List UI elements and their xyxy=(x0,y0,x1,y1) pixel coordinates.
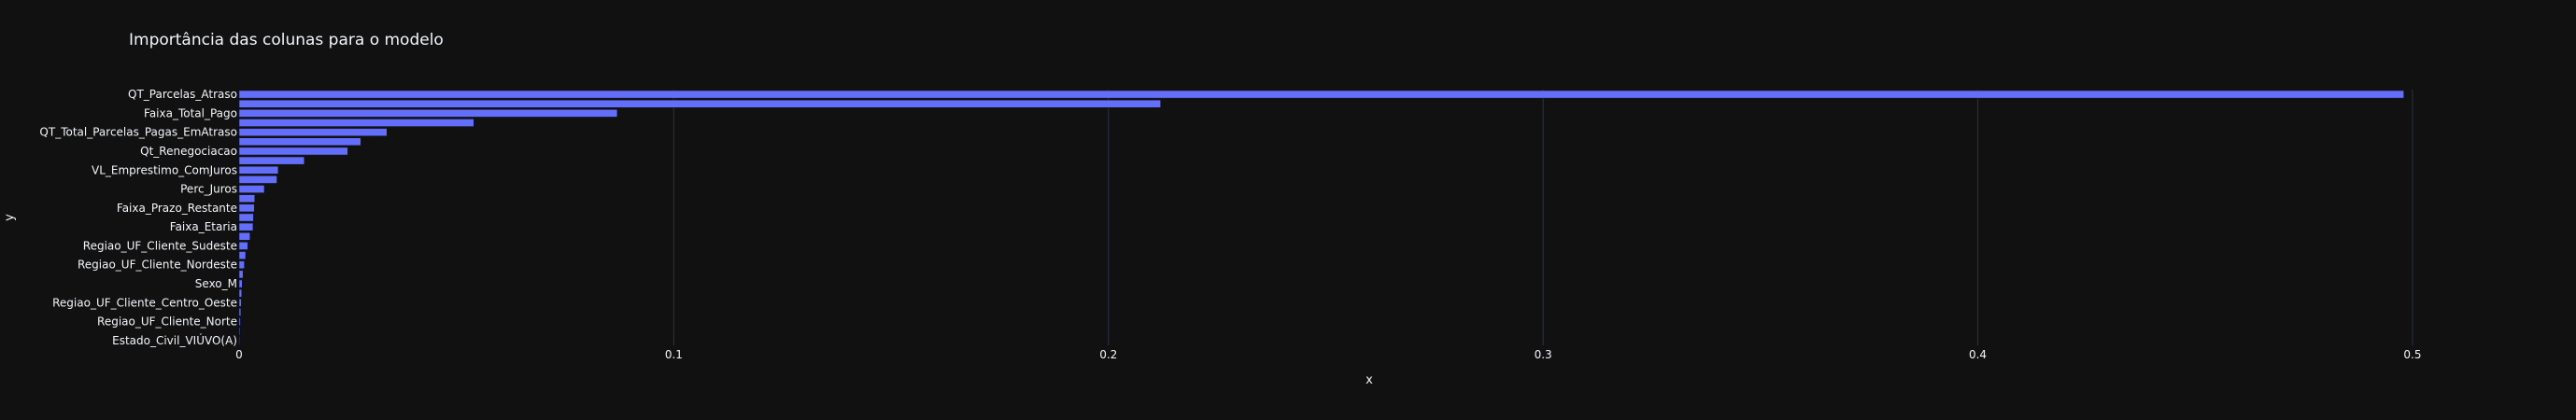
bar xyxy=(238,109,618,118)
bar xyxy=(238,270,244,279)
x-tick-label: 0.5 xyxy=(2403,348,2421,361)
y-tick-label: Regiao_UF_Cliente_Sudeste xyxy=(83,239,237,252)
y-tick-label: Perc_Juros xyxy=(180,183,237,196)
bar xyxy=(238,137,361,147)
bar xyxy=(238,231,250,241)
y-axis-title: y xyxy=(3,214,17,221)
bar xyxy=(238,156,305,165)
y-tick-label: Sexo_M xyxy=(195,277,237,290)
y-tick-label: VL_Emprestimo_ComJuros xyxy=(92,163,237,176)
bar xyxy=(238,175,277,184)
bar xyxy=(238,128,388,136)
bar xyxy=(238,165,279,175)
bar xyxy=(238,213,254,222)
x-tick-labels: 0 0.1 0.2 0.3 0.4 0.5 xyxy=(235,348,2421,361)
y-tick-label: QT_Total_Parcelas_Pagas_EmAtraso xyxy=(39,126,237,139)
y-tick-label: Regiao_UF_Cliente_Centro_Oeste xyxy=(52,296,237,309)
grid-lines xyxy=(672,90,2413,345)
y-tick-label: Faixa_Prazo_Restante xyxy=(117,202,237,215)
x-axis-title: x xyxy=(1366,373,1373,387)
y-tick-label: Estado_Civil_VIÚVO(A) xyxy=(112,333,237,347)
bars xyxy=(238,90,2404,345)
bar xyxy=(238,299,242,307)
bar xyxy=(238,147,348,156)
bar xyxy=(238,99,1161,108)
bar xyxy=(238,288,243,298)
bar xyxy=(238,222,254,231)
bar xyxy=(238,119,474,127)
bar xyxy=(238,203,255,213)
x-tick-label: 0.1 xyxy=(665,348,683,361)
bar xyxy=(238,194,256,203)
bar xyxy=(238,90,2404,99)
y-tick-label: QT_Parcelas_Atraso xyxy=(128,88,237,101)
y-tick-label: Qt_Renegociacao xyxy=(140,145,237,158)
y-tick-label: Regiao_UF_Cliente_Norte xyxy=(97,315,237,329)
y-tick-label: Faixa_Total_Pago xyxy=(144,106,237,119)
x-tick-label: 0.4 xyxy=(1969,348,1987,361)
bar xyxy=(238,327,241,336)
y-tick-label: Regiao_UF_Cliente_Nordeste xyxy=(78,259,237,272)
chart-title: Importância das colunas para o modelo xyxy=(129,31,444,49)
bar xyxy=(238,317,241,326)
bar xyxy=(238,242,248,250)
bar xyxy=(238,336,240,345)
x-tick-label: 0.2 xyxy=(1099,348,1117,361)
bar xyxy=(238,185,265,193)
y-tick-label: Faixa_Etaria xyxy=(170,220,237,233)
x-tick-label: 0 xyxy=(235,348,243,361)
bar xyxy=(238,279,243,288)
y-tick-labels: QT_Parcelas_Atraso Faixa_Total_Pago QT_Tot… xyxy=(39,88,237,347)
bar xyxy=(238,308,242,316)
bar xyxy=(238,251,247,259)
x-tick-label: 0.3 xyxy=(1535,348,1552,361)
bar xyxy=(238,260,245,270)
